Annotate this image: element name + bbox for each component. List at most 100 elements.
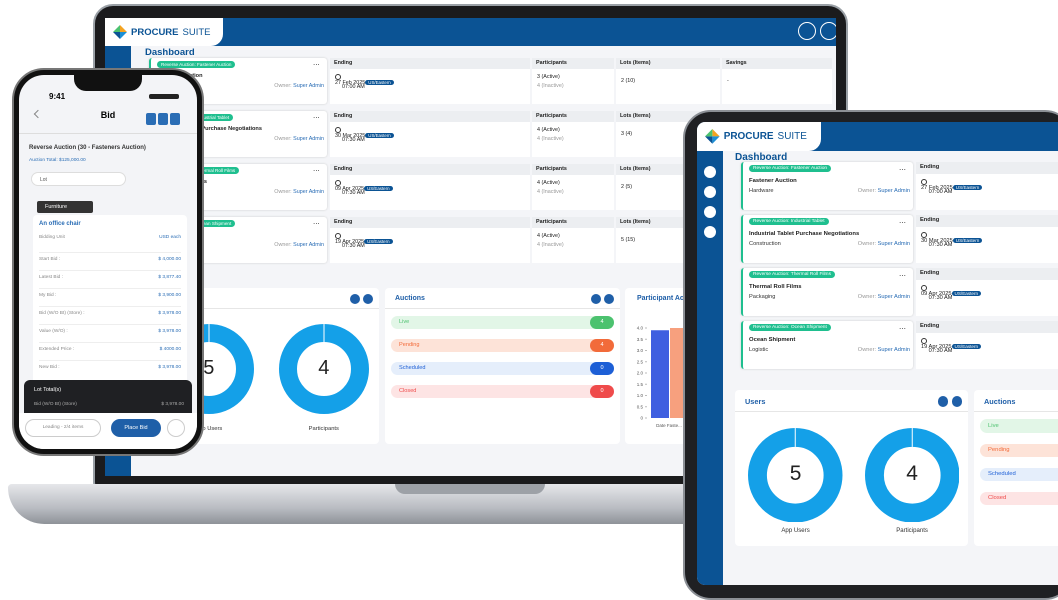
auction-card: Reverse Auction: Ocean Shipment... Ocean … — [741, 321, 913, 370]
y-tick-label: 1.0 — [637, 393, 644, 398]
notch — [74, 75, 142, 91]
nav-dot[interactable] — [704, 226, 716, 238]
more-button[interactable]: ... — [313, 217, 320, 226]
more-button[interactable]: ... — [899, 268, 906, 278]
clock-icon — [921, 337, 928, 345]
column-ending: Ending 30 Mar 2025 US/Eastern 07:30 AM — [916, 215, 1058, 264]
column-header: Ending — [330, 164, 530, 175]
collapse-button[interactable] — [937, 396, 949, 407]
auction-name: Industrial Tablet Purchase Negotiations — [749, 230, 860, 237]
column-ending: Ending 27 Feb 2025 US/Eastern 07:00 AM — [916, 162, 1058, 211]
nav-dot[interactable] — [704, 206, 716, 218]
page-title: Dashboard — [145, 47, 195, 58]
users-widget: Users 5 App Users 4 Participants — [735, 390, 968, 546]
clock: 9:41 — [49, 92, 66, 101]
auction-tag: Reverse Auction: Fastener Auction — [749, 165, 832, 172]
column-header: Ending — [330, 111, 530, 122]
donut-label: App Users — [781, 527, 810, 535]
ending-line: 30 Mar 2025 US/Eastern — [921, 231, 983, 244]
logo-shape — [120, 32, 127, 39]
owner-name: Super Admin — [293, 136, 324, 142]
donut-value: 4 — [318, 357, 330, 379]
active-count: 3 (Active) — [537, 74, 560, 80]
auction-tag: Reverse Auction: Ocean Shipment — [749, 324, 831, 331]
nav-dot[interactable] — [704, 166, 716, 178]
y-tick-label: 3.0 — [637, 348, 644, 353]
refresh-button[interactable] — [604, 294, 614, 304]
place-bid-button[interactable]: Place Bid — [111, 419, 161, 437]
brand-suffix: SUITE — [182, 26, 211, 38]
item-name: An office chair — [39, 221, 81, 227]
column-participants: Participants 4 (Active) 4 (Inactive) — [532, 111, 614, 157]
theme-button[interactable] — [798, 22, 816, 40]
lots-count: 2 (10) — [621, 78, 636, 84]
nav-dot[interactable] — [704, 186, 716, 198]
auction-card: Reverse Auction: Industrial Tablet... Ind… — [741, 215, 913, 264]
row-divider — [39, 360, 181, 361]
column-savings: Savings - — [722, 58, 832, 104]
unit-value: USD each — [159, 235, 181, 240]
column-header: Lots (Items) — [616, 217, 720, 228]
donut-label: Participants — [308, 426, 339, 432]
row-divider — [39, 324, 181, 325]
leading-pill: Leading - 2/4 items — [25, 419, 101, 437]
row-divider — [39, 270, 181, 271]
status-label: Scheduled — [399, 365, 426, 371]
bid-value: $ 3,978.00 — [158, 365, 181, 370]
page-title: Dashboard — [735, 152, 788, 163]
column-header: Ending — [330, 58, 530, 69]
column-header: Participants — [532, 164, 614, 175]
row-divider — [39, 252, 181, 253]
active-count: 4 (Active) — [537, 127, 560, 133]
ending-line: 19 Apr 2025 US/Eastern — [335, 233, 393, 245]
widget-title: Users — [745, 397, 766, 407]
ending-date: 09 Apr 2025 — [335, 186, 365, 192]
clock-icon — [921, 284, 928, 292]
furniture-tab[interactable]: Furniture — [37, 201, 93, 213]
refresh-button[interactable] — [363, 294, 373, 304]
clock-icon — [335, 127, 341, 133]
timezone-badge: US/Eastern — [365, 133, 394, 138]
column-header: Participants — [532, 217, 614, 228]
logo-shape — [113, 25, 120, 32]
more-button[interactable]: ... — [313, 111, 320, 120]
more-button[interactable]: ... — [899, 162, 906, 172]
logo-icon — [113, 25, 127, 39]
ending-line: 27 Feb 2025 US/Eastern — [921, 178, 983, 191]
bid-label: Latest Bid : — [39, 275, 63, 280]
column-participants: Participants 4 (Active) 4 (Inactive) — [532, 217, 614, 263]
tablet-screen: Dashboard Reverse Auction: Fastener Aucti… — [697, 122, 1058, 585]
more-button[interactable]: ... — [313, 164, 320, 173]
auction-card: Reverse Auction: Thermal Roll Films... Th… — [741, 268, 913, 317]
logo-shape — [705, 129, 713, 137]
ending-time: 07:00 AM — [928, 189, 953, 196]
refresh-button[interactable] — [951, 396, 962, 407]
y-tick-label: 2.0 — [637, 371, 644, 376]
top-bar — [105, 18, 836, 46]
auction-category: Packaging — [749, 294, 776, 301]
brand-suffix: SUITE — [777, 131, 807, 143]
column-ending: Ending 27 Feb 2025 US/Eastern 07:00 AM — [330, 58, 530, 104]
widget-title: Participant Ac — [637, 295, 684, 302]
upload-button[interactable] — [820, 22, 836, 40]
ending-line: 30 Mar 2025 US/Eastern — [335, 127, 394, 139]
more-button[interactable]: ... — [313, 58, 320, 67]
refresh-button[interactable] — [167, 419, 185, 437]
column-ending: Ending 09 Apr 2025 US/Eastern 07:30 AM — [330, 164, 530, 210]
lot-select[interactable]: Lot — [31, 172, 126, 186]
clock-icon — [335, 233, 341, 239]
more-button[interactable]: ... — [899, 321, 906, 331]
status-icons — [149, 94, 179, 99]
collapse-button[interactable] — [591, 294, 601, 304]
auctions-widget: Auctions Live 4 Pending 4 Scheduled 0 Closed 0 — [385, 288, 620, 444]
auction-tag: Reverse Auction: Fastener Auction — [157, 61, 236, 68]
more-button[interactable]: ... — [899, 215, 906, 225]
lot-total: Lot Total(s) — [34, 387, 62, 393]
lot-row-label: Bid (W/O Bt) (Store) — [34, 402, 77, 407]
column-header: Lots (Items) — [616, 58, 720, 69]
donut-value: 5 — [789, 462, 802, 486]
collapse-button[interactable] — [350, 294, 360, 304]
